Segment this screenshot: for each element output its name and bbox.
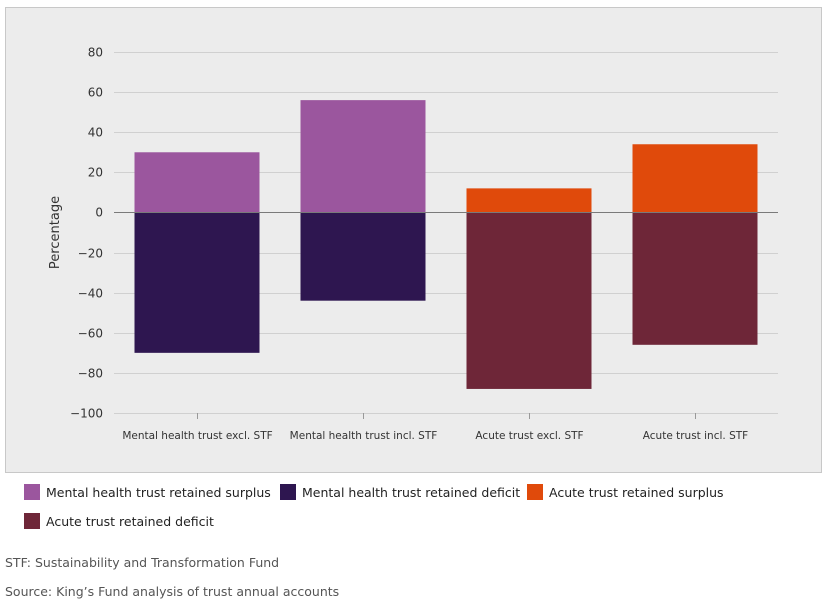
bar <box>466 212 592 389</box>
y-tick-label: 20 <box>88 166 103 180</box>
bar <box>300 212 426 301</box>
y-axis-title: Percentage <box>48 196 63 269</box>
plot-panel: 80 60 40 20 0 −20 −40 −60 −80 −100 Percentage Menta… <box>5 7 822 473</box>
bar <box>300 100 426 213</box>
legend-item-acute-surplus[interactable]: Acute trust retained surplus <box>527 484 724 500</box>
source-note: Source: King’s Fund analysis of trust an… <box>5 584 340 599</box>
chart: 80 60 40 20 0 −20 −40 −60 −80 −100 Percentage Menta… <box>48 46 778 442</box>
y-tick-label: −40 <box>78 287 103 301</box>
y-tick-label: −20 <box>78 247 103 261</box>
legend-item-mh-surplus[interactable]: Mental health trust retained surplus <box>24 484 271 500</box>
y-tick-label: 60 <box>88 86 103 100</box>
legend-label: Mental health trust retained surplus <box>46 484 271 500</box>
stf-note: STF: Sustainability and Transformation F… <box>5 555 280 570</box>
legend-label: Acute trust retained surplus <box>549 484 724 500</box>
legend-item-acute-deficit[interactable]: Acute trust retained deficit <box>24 513 214 529</box>
legend-label: Acute trust retained deficit <box>46 513 214 529</box>
bar <box>134 152 260 213</box>
legend-item-mh-deficit[interactable]: Mental health trust retained deficit <box>280 484 520 500</box>
x-tick-label: Acute trust incl. STF <box>643 430 748 442</box>
x-tick-label: Mental health trust excl. STF <box>122 430 272 442</box>
y-tick-label: −80 <box>78 367 103 381</box>
legend-label: Mental health trust retained deficit <box>302 484 521 500</box>
legend-swatch <box>24 484 40 500</box>
y-tick-label: −100 <box>70 407 103 421</box>
bar <box>632 144 758 213</box>
legend-swatch <box>280 484 296 500</box>
legend-swatch <box>527 484 543 500</box>
y-tick-label: −60 <box>78 327 103 341</box>
legend-swatch <box>24 513 40 529</box>
y-tick-label: 40 <box>88 126 103 140</box>
bar <box>632 212 758 345</box>
bar <box>134 212 260 353</box>
x-tick-label: Acute trust excl. STF <box>475 430 583 442</box>
y-tick-label: 80 <box>88 46 103 60</box>
bar <box>466 188 592 213</box>
x-tick-label: Mental health trust incl. STF <box>290 430 438 442</box>
y-tick-label: 0 <box>95 206 103 220</box>
